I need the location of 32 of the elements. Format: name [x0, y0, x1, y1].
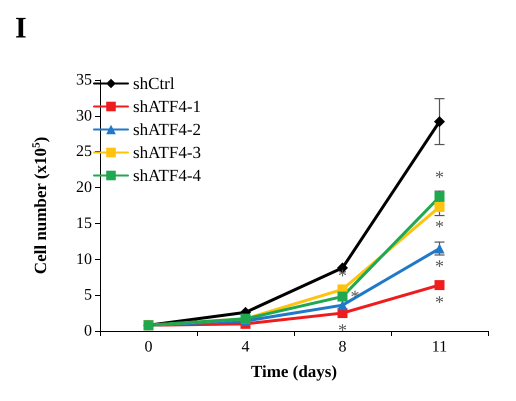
y-tick-label: 30 [76, 107, 92, 124]
chart-title: I [15, 12, 27, 44]
x-tick-label: 4 [242, 338, 250, 356]
data-label: * [435, 216, 444, 237]
legend-label: shATF4-2 [133, 120, 202, 139]
x-tick-label: 0 [144, 338, 152, 356]
y-tick-label: 20 [76, 179, 92, 196]
legend-label: shATF4-3 [133, 143, 202, 162]
x-axis-title: Time (days) [250, 362, 338, 381]
y-tick-label: 35 [76, 72, 92, 88]
data-label: * [338, 320, 347, 340]
legend-label: shCtrl [133, 74, 175, 93]
point [434, 116, 445, 128]
data-label: * [435, 256, 444, 276]
legend-label: shATF4-1 [133, 97, 202, 116]
point [434, 244, 444, 254]
x-tick-label: 8 [338, 338, 346, 356]
point [434, 202, 444, 212]
y-tick-label: 5 [84, 286, 92, 304]
data-label: * [338, 265, 347, 286]
y-tick-label: 10 [76, 250, 92, 268]
data-label: * [435, 167, 444, 188]
y-tick-label: 25 [76, 143, 92, 160]
y-tick-label: 0 [84, 322, 92, 340]
point [434, 280, 444, 290]
legend-label: shATF4-4 [133, 166, 202, 185]
y-axis-title: Cell number (x105) [30, 136, 50, 274]
x-tick-label: 11 [432, 338, 448, 356]
data-label: * [435, 292, 444, 312]
y-tick-label: 15 [76, 214, 92, 232]
point [338, 300, 348, 310]
point [338, 292, 348, 302]
